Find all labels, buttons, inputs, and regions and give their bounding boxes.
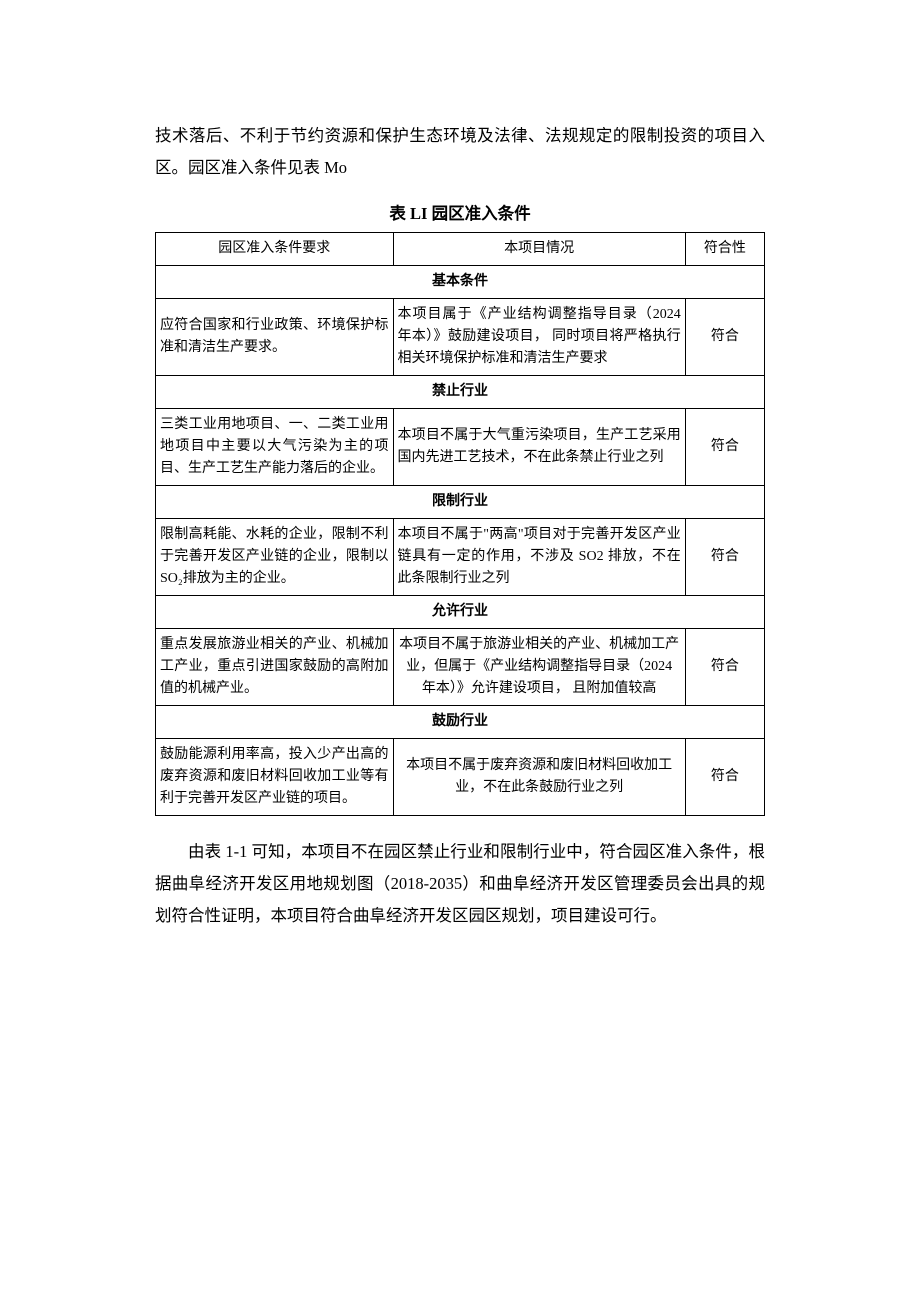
cell-conform: 符合 xyxy=(685,739,764,816)
cell-requirement: 三类工业用地项目、一、二类工业用地项目中主要以大气污染为主的项目、生产工艺生产能… xyxy=(156,409,394,486)
cell-status: 本项目不属于"两高"项目对于完善开发区产业链具有一定的作用，不涉及 SO2 排放… xyxy=(393,519,685,596)
cell-status: 本项目不属于废弃资源和废旧材料回收加工业，不在此条鼓励行业之列 xyxy=(393,739,685,816)
cell-requirement: 应符合国家和行业政策、环境保护标准和清洁生产要求。 xyxy=(156,299,394,376)
table-section-header: 基本条件 xyxy=(156,266,765,299)
admission-conditions-table: 园区准入条件要求 本项目情况 符合性 基本条件应符合国家和行业政策、环境保护标准… xyxy=(155,232,765,816)
cell-conform: 符合 xyxy=(685,409,764,486)
section-name: 限制行业 xyxy=(156,486,765,519)
closing-paragraph: 由表 1-1 可知，本项目不在园区禁止行业和限制行业中，符合园区准入条件，根据曲… xyxy=(155,836,765,932)
table-section-header: 鼓励行业 xyxy=(156,706,765,739)
cell-status: 本项目不属于大气重污染项目，生产工艺采用国内先进工艺技术，不在此条禁止行业之列 xyxy=(393,409,685,486)
section-name: 禁止行业 xyxy=(156,376,765,409)
section-name: 基本条件 xyxy=(156,266,765,299)
header-status: 本项目情况 xyxy=(393,233,685,266)
cell-conform: 符合 xyxy=(685,519,764,596)
table-section-header: 允许行业 xyxy=(156,596,765,629)
table-header-row: 园区准入条件要求 本项目情况 符合性 xyxy=(156,233,765,266)
intro-paragraph: 技术落后、不利于节约资源和保护生态环境及法律、法规规定的限制投资的项目入区。园区… xyxy=(155,120,765,184)
table-row: 重点发展旅游业相关的产业、机械加工产业，重点引进国家鼓励的高附加值的机械产业。本… xyxy=(156,629,765,706)
header-conform: 符合性 xyxy=(685,233,764,266)
page-container: 技术落后、不利于节约资源和保护生态环境及法律、法规规定的限制投资的项目入区。园区… xyxy=(0,0,920,1301)
table-title: 表 LI 园区准入条件 xyxy=(155,200,765,224)
section-name: 允许行业 xyxy=(156,596,765,629)
table-row: 限制高耗能、水耗的企业，限制不利于完善开发区产业链的企业，限制以 SO₂排放为主… xyxy=(156,519,765,596)
cell-conform: 符合 xyxy=(685,629,764,706)
table-row: 三类工业用地项目、一、二类工业用地项目中主要以大气污染为主的项目、生产工艺生产能… xyxy=(156,409,765,486)
cell-requirement: 重点发展旅游业相关的产业、机械加工产业，重点引进国家鼓励的高附加值的机械产业。 xyxy=(156,629,394,706)
table-row: 应符合国家和行业政策、环境保护标准和清洁生产要求。本项目属于《产业结构调整指导目… xyxy=(156,299,765,376)
header-requirement: 园区准入条件要求 xyxy=(156,233,394,266)
table-section-header: 限制行业 xyxy=(156,486,765,519)
table-row: 鼓励能源利用率高，投入少产出高的废弃资源和废旧材料回收加工业等有利于完善开发区产… xyxy=(156,739,765,816)
cell-status: 本项目不属于旅游业相关的产业、机械加工产业，但属于《产业结构调整指导目录（202… xyxy=(393,629,685,706)
table-section-header: 禁止行业 xyxy=(156,376,765,409)
cell-requirement: 限制高耗能、水耗的企业，限制不利于完善开发区产业链的企业，限制以 SO₂排放为主… xyxy=(156,519,394,596)
cell-requirement: 鼓励能源利用率高，投入少产出高的废弃资源和废旧材料回收加工业等有利于完善开发区产… xyxy=(156,739,394,816)
cell-conform: 符合 xyxy=(685,299,764,376)
cell-status: 本项目属于《产业结构调整指导目录（2024 年本）》鼓励建设项目， 同时项目将严… xyxy=(393,299,685,376)
section-name: 鼓励行业 xyxy=(156,706,765,739)
